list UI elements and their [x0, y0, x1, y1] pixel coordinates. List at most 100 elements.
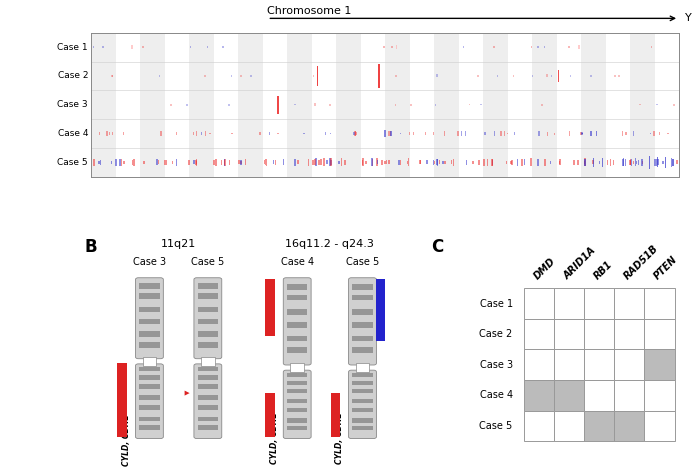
Bar — [649, 156, 650, 168]
Bar — [352, 426, 372, 430]
Bar — [457, 131, 458, 136]
Bar — [484, 132, 486, 135]
Bar — [524, 350, 554, 380]
Bar — [469, 104, 470, 105]
Bar — [283, 160, 284, 165]
Bar — [214, 160, 215, 165]
Text: DMD: DMD — [532, 256, 557, 282]
Bar — [120, 159, 121, 166]
Bar — [584, 161, 585, 164]
Bar — [112, 132, 113, 135]
Bar — [580, 132, 582, 135]
Bar — [294, 104, 295, 105]
Bar — [142, 46, 144, 48]
Bar — [645, 288, 675, 319]
Bar — [287, 408, 307, 412]
Bar — [433, 132, 435, 135]
Bar — [323, 158, 325, 166]
FancyBboxPatch shape — [194, 278, 222, 358]
Bar — [239, 161, 240, 164]
Bar — [559, 159, 561, 165]
Bar — [444, 161, 446, 164]
Bar — [635, 158, 636, 167]
Bar — [650, 133, 651, 134]
Bar — [442, 161, 444, 164]
Bar — [659, 132, 660, 135]
Bar — [160, 131, 162, 136]
Bar — [622, 132, 624, 136]
Bar — [381, 160, 383, 165]
Bar — [325, 132, 326, 135]
FancyBboxPatch shape — [194, 364, 222, 439]
Bar — [352, 408, 372, 412]
Bar — [615, 350, 645, 380]
Bar — [197, 342, 218, 348]
Text: PTEN: PTEN — [652, 255, 680, 282]
Bar — [379, 64, 380, 88]
Bar — [354, 132, 356, 136]
Bar — [139, 417, 160, 421]
Bar — [186, 103, 188, 106]
Bar — [514, 132, 515, 135]
Bar — [140, 33, 164, 177]
Bar — [164, 160, 165, 165]
Bar — [112, 74, 113, 77]
Bar — [313, 75, 314, 77]
Bar — [384, 130, 386, 137]
Bar — [598, 161, 600, 164]
Bar — [524, 380, 554, 410]
Bar — [206, 46, 208, 48]
Bar — [554, 288, 584, 319]
Bar — [139, 319, 160, 324]
Bar — [265, 279, 275, 336]
Bar — [352, 309, 372, 314]
Bar — [377, 161, 378, 164]
Bar — [623, 158, 624, 167]
Bar — [569, 131, 570, 136]
Text: Case 4: Case 4 — [480, 390, 512, 400]
Bar — [391, 46, 393, 49]
Bar — [352, 322, 372, 328]
Bar — [102, 46, 104, 48]
Bar — [590, 131, 592, 136]
Bar — [159, 74, 160, 77]
Bar — [641, 159, 643, 166]
Bar — [287, 373, 307, 377]
Bar — [491, 159, 493, 166]
Bar — [365, 161, 367, 164]
Bar — [287, 380, 307, 385]
Bar — [326, 161, 328, 164]
FancyBboxPatch shape — [284, 278, 311, 365]
Bar — [639, 104, 640, 105]
Text: RB1: RB1 — [592, 259, 615, 282]
Text: Case 2: Case 2 — [480, 329, 512, 339]
Bar — [524, 288, 554, 319]
Bar — [287, 389, 307, 393]
Bar — [352, 380, 372, 385]
Bar — [673, 104, 675, 106]
Bar — [657, 159, 659, 166]
Bar — [363, 159, 364, 166]
Bar — [631, 159, 632, 166]
Bar — [592, 161, 594, 164]
Bar — [308, 159, 309, 166]
Text: B: B — [84, 238, 97, 256]
Bar — [531, 159, 532, 166]
Bar — [521, 159, 523, 166]
Bar — [517, 159, 519, 166]
Bar — [139, 293, 160, 299]
Bar — [106, 131, 108, 136]
Bar — [385, 33, 410, 177]
Bar — [352, 399, 372, 403]
Bar — [662, 161, 664, 164]
Bar — [434, 33, 458, 177]
Text: Case 1: Case 1 — [57, 43, 88, 51]
Bar — [596, 131, 597, 136]
Bar — [377, 158, 378, 166]
Bar — [204, 75, 206, 77]
Bar — [453, 159, 454, 166]
Bar — [341, 158, 342, 166]
Bar — [225, 159, 226, 166]
Bar — [478, 160, 480, 165]
Bar — [578, 160, 579, 165]
